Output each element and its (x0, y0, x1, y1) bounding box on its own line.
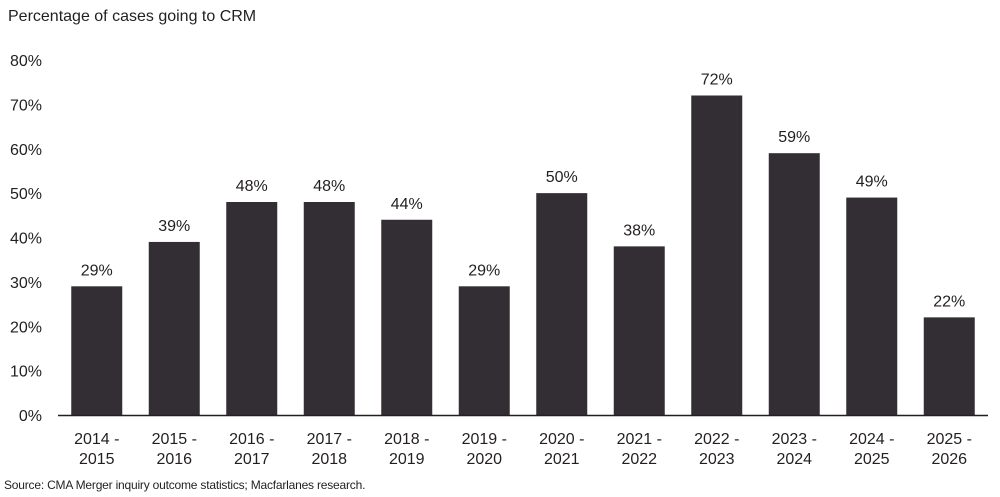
data-label: 50% (546, 169, 578, 186)
bar (923, 317, 975, 415)
x-tick-label: 2017 -2018 (307, 431, 352, 468)
bar (148, 241, 200, 415)
x-tick-label: 2020 -2021 (539, 431, 584, 468)
data-label: 49% (856, 174, 888, 191)
bars (71, 95, 975, 415)
y-tick-label: 20% (10, 319, 42, 336)
x-tick-label: 2018 -2019 (384, 431, 429, 468)
x-tick-label: 2023 -2024 (772, 431, 817, 468)
bar (226, 202, 278, 415)
x-tick-label: 2021 -2022 (617, 431, 662, 468)
bar (691, 95, 743, 415)
x-axis-labels: 2014 -2015 2015 -2016 2016 -2017 2017 -2018… (74, 431, 972, 468)
x-tick-label: 2024 -2025 (849, 431, 894, 468)
y-tick-label: 50% (10, 186, 42, 203)
source-note: Source: CMA Merger inquiry outcome stati… (4, 478, 366, 492)
y-tick-label: 10% (10, 364, 42, 381)
x-tick-label: 2022 -2023 (694, 431, 739, 468)
x-tick-label: 2015 -2016 (152, 431, 197, 468)
bar (846, 197, 898, 415)
y-tick-label: 60% (10, 142, 42, 159)
bar (458, 286, 510, 415)
data-label: 59% (778, 129, 810, 146)
data-label: 39% (158, 218, 190, 235)
bar (381, 219, 433, 415)
y-axis-ticks: 0% 10% 20% 30% 40% 50% 60% 70% 80% (10, 53, 42, 425)
bar (71, 286, 123, 415)
data-label: 29% (468, 262, 500, 279)
bar (303, 202, 355, 415)
bar (768, 153, 820, 415)
bar (613, 246, 665, 415)
chart-title: Percentage of cases going to CRM (8, 8, 257, 25)
data-label: 48% (313, 178, 345, 195)
data-label: 22% (933, 293, 965, 310)
y-tick-label: 0% (19, 408, 42, 425)
x-tick-label: 2014 -2015 (74, 431, 119, 468)
x-tick-label: 2019 -2020 (462, 431, 507, 468)
bar (536, 193, 588, 415)
y-tick-label: 80% (10, 53, 42, 70)
x-tick-label: 2025 -2026 (927, 431, 972, 468)
data-label: 29% (81, 262, 113, 279)
data-label: 48% (236, 178, 268, 195)
y-tick-label: 70% (10, 97, 42, 114)
data-labels: 29% 39% 48% 48% 44% 29% 50% 38% 72% 59% 49% 22% (81, 72, 966, 311)
data-label: 38% (623, 222, 655, 239)
x-tick-label: 2016 -2017 (229, 431, 274, 468)
data-label: 44% (391, 196, 423, 213)
y-tick-label: 40% (10, 231, 42, 248)
data-label: 72% (701, 72, 733, 89)
y-tick-label: 30% (10, 275, 42, 292)
